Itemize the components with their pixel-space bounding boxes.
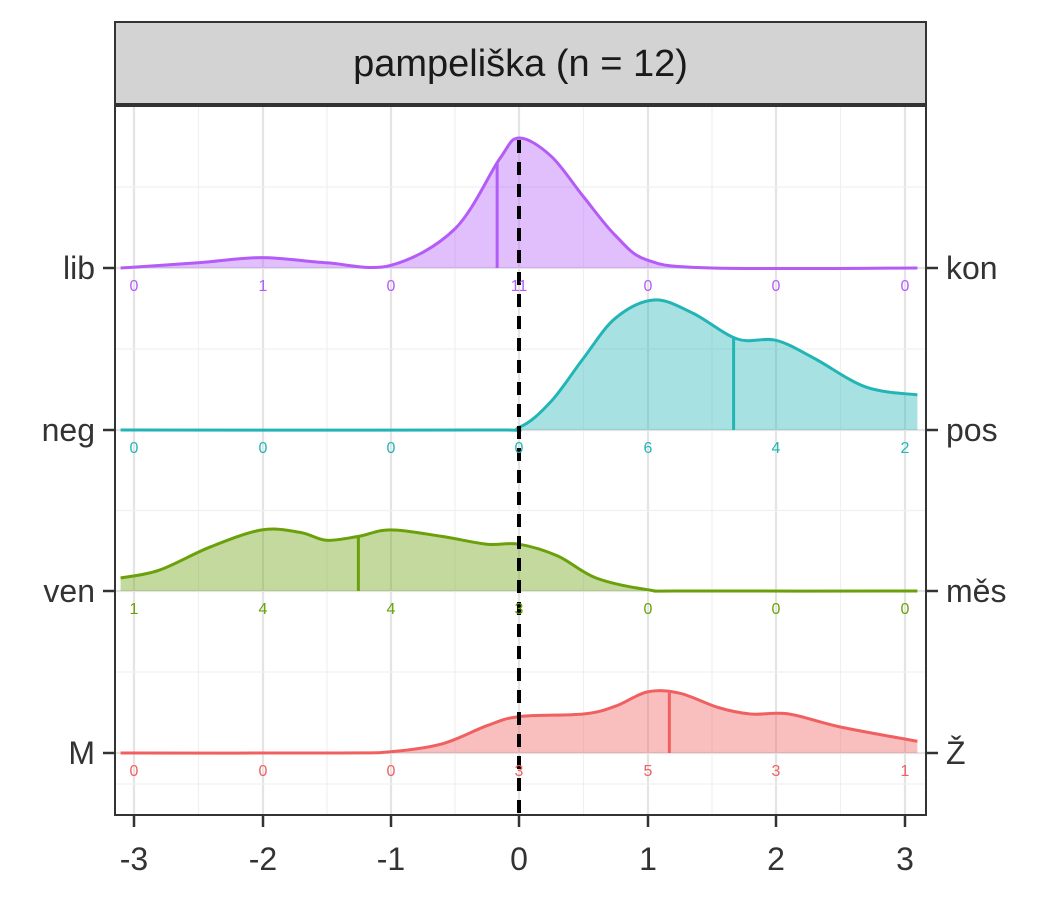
x-tick-label: -2 xyxy=(249,841,277,877)
count-label: 2 xyxy=(901,440,910,457)
count-label: 3 xyxy=(515,601,524,618)
count-label: 3 xyxy=(772,763,781,780)
count-label: 4 xyxy=(772,440,781,457)
count-label: 0 xyxy=(515,440,524,457)
count-label: 4 xyxy=(259,601,268,618)
panel-border xyxy=(114,105,927,816)
ridge-line-lib xyxy=(120,136,918,271)
ridge-line-ven xyxy=(120,527,918,593)
count-label: 3 xyxy=(515,763,524,780)
panel-title: pampeliška (n = 12) xyxy=(353,43,688,85)
count-labels: 0 1 0 11 0 0 0 0 0 0 0 6 4 2 1 4 4 3 0 0 0 0 0 0 3 5 3 1 xyxy=(130,278,910,780)
x-tick-label: 0 xyxy=(510,841,528,877)
y-label-left: M xyxy=(68,735,95,771)
count-label: 1 xyxy=(259,278,268,295)
count-label: 0 xyxy=(387,278,396,295)
count-label: 0 xyxy=(901,601,910,618)
count-label: 0 xyxy=(387,763,396,780)
count-label: 0 xyxy=(644,601,653,618)
y-label-left: ven xyxy=(43,573,95,609)
count-label: 0 xyxy=(387,440,396,457)
count-label: 5 xyxy=(644,763,653,780)
count-label: 0 xyxy=(130,440,139,457)
y-label-right: Ž xyxy=(946,735,966,771)
x-tick-label: 3 xyxy=(896,841,914,877)
count-label: 1 xyxy=(901,763,910,780)
count-label: 11 xyxy=(511,278,528,295)
ridge-line-neg xyxy=(120,298,918,432)
y-label-right: kon xyxy=(946,250,998,286)
x-axis: -3 -2 -1 0 1 2 3 xyxy=(120,815,914,877)
panel-frame xyxy=(114,105,927,816)
count-label: 0 xyxy=(259,440,268,457)
ridge-area-lib xyxy=(120,137,918,269)
count-label: 0 xyxy=(259,763,268,780)
y-label-right: měs xyxy=(946,573,1006,609)
y-label-left: neg xyxy=(42,412,95,448)
count-label: 0 xyxy=(772,601,781,618)
x-tick-label: 1 xyxy=(639,841,657,877)
y-label-left: lib xyxy=(63,250,95,286)
count-label: 6 xyxy=(644,440,653,457)
count-label: 0 xyxy=(901,278,910,295)
count-label: 4 xyxy=(387,601,396,618)
ridge-area-neg xyxy=(120,299,918,431)
facet-strip: pampeliška (n = 12) xyxy=(114,21,927,105)
count-label: 0 xyxy=(772,278,781,295)
x-tick-label: -1 xyxy=(377,841,405,877)
count-label: 0 xyxy=(130,278,139,295)
y-axis-right: kon pos měs Ž xyxy=(926,250,1006,771)
x-tick-label: -3 xyxy=(120,841,148,877)
x-tick-label: 2 xyxy=(767,841,785,877)
mean-lines xyxy=(356,162,736,753)
count-label: 0 xyxy=(644,278,653,295)
count-label: 1 xyxy=(130,601,139,618)
y-axis-left: lib neg ven M xyxy=(42,250,115,771)
count-label: 0 xyxy=(130,763,139,780)
ridge-line-M xyxy=(120,689,918,755)
y-label-right: pos xyxy=(946,412,998,448)
facet-strip-background xyxy=(114,21,927,105)
